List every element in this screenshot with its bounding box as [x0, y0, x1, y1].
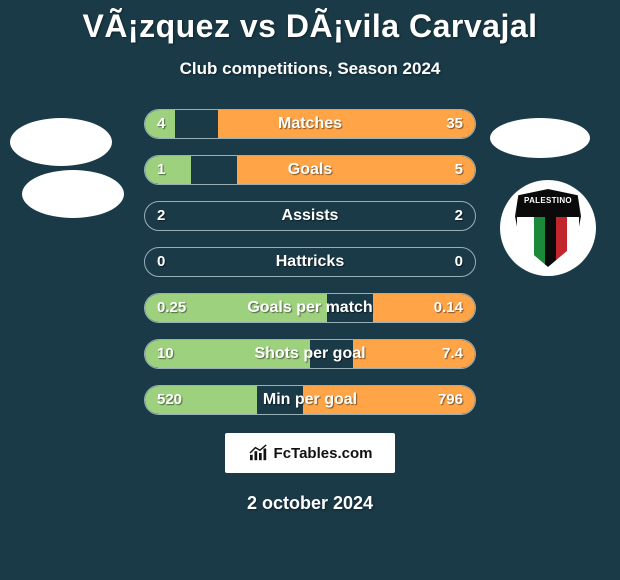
subtitle: Club competitions, Season 2024: [0, 59, 620, 79]
player-left-avatar-placeholder: [10, 118, 112, 166]
player-right-avatar-placeholder: [490, 118, 590, 158]
stat-label: Hattricks: [145, 248, 475, 276]
page-title: VÃ¡zquez vs DÃ¡vila Carvajal: [0, 0, 620, 45]
stat-label: Goals per match: [145, 294, 475, 322]
stat-label: Min per goal: [145, 386, 475, 414]
brand-label: FcTables.com: [274, 445, 373, 462]
player-left-club-placeholder: [22, 170, 124, 218]
club-badge-right: PALESTINO: [500, 180, 596, 276]
stat-label: Shots per goal: [145, 340, 475, 368]
brand-badge: FcTables.com: [225, 433, 395, 473]
stat-label: Matches: [145, 110, 475, 138]
badge-stripe-black: [545, 217, 556, 265]
stat-label: Assists: [145, 202, 475, 230]
badge-stripe-red: [556, 217, 567, 265]
date-label: 2 october 2024: [0, 493, 620, 514]
stat-row: 0.250.14Goals per match: [144, 293, 476, 323]
stat-row: 15Goals: [144, 155, 476, 185]
stat-row: 00Hattricks: [144, 247, 476, 277]
badge-label: PALESTINO: [517, 191, 579, 217]
stat-row: 22Assists: [144, 201, 476, 231]
chart-icon: [248, 444, 270, 462]
shield-icon: PALESTINO: [515, 189, 581, 267]
stat-row: 107.4Shots per goal: [144, 339, 476, 369]
stat-label: Goals: [145, 156, 475, 184]
badge-stripe-green: [534, 217, 545, 265]
stat-row: 520796Min per goal: [144, 385, 476, 415]
stat-row: 435Matches: [144, 109, 476, 139]
